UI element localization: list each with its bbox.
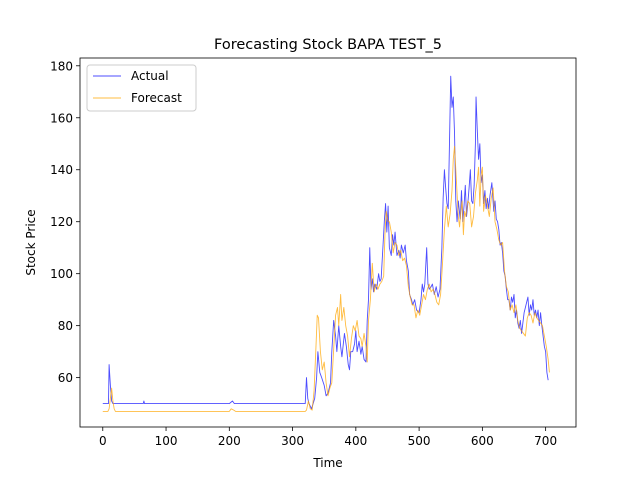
y-tick-label: 80 bbox=[58, 319, 73, 333]
x-axis-label: Time bbox=[312, 456, 342, 470]
plot-area-frame bbox=[79, 57, 577, 428]
y-tick-label: 100 bbox=[50, 267, 73, 281]
y-tick-label: 60 bbox=[58, 371, 73, 385]
chart-title: Forecasting Stock BAPA TEST_5 bbox=[214, 37, 442, 53]
x-tick-label: 400 bbox=[344, 434, 367, 448]
series-line-forecast bbox=[102, 145, 550, 412]
y-tick-label: 160 bbox=[50, 111, 73, 125]
x-tick-label: 100 bbox=[155, 434, 178, 448]
x-tick-label: 700 bbox=[534, 434, 557, 448]
legend: Actual Forecast bbox=[86, 64, 197, 112]
x-tick-label: 200 bbox=[218, 434, 241, 448]
series-layer bbox=[102, 75, 550, 412]
y-axis: 60 80 100 120 140 160 180 bbox=[50, 59, 80, 385]
legend-label-actual: Actual bbox=[131, 69, 169, 83]
y-tick-label: 120 bbox=[50, 215, 73, 229]
y-tick-label: 140 bbox=[50, 163, 73, 177]
x-tick-label: 600 bbox=[471, 434, 494, 448]
x-axis: 0 100 200 300 400 500 600 700 bbox=[99, 427, 557, 448]
x-tick-label: 300 bbox=[281, 434, 304, 448]
y-axis-label: Stock Price bbox=[24, 209, 38, 275]
legend-label-forecast: Forecast bbox=[131, 91, 182, 105]
x-tick-label: 500 bbox=[408, 434, 431, 448]
y-tick-label: 180 bbox=[50, 59, 73, 73]
x-tick-label: 0 bbox=[99, 434, 107, 448]
